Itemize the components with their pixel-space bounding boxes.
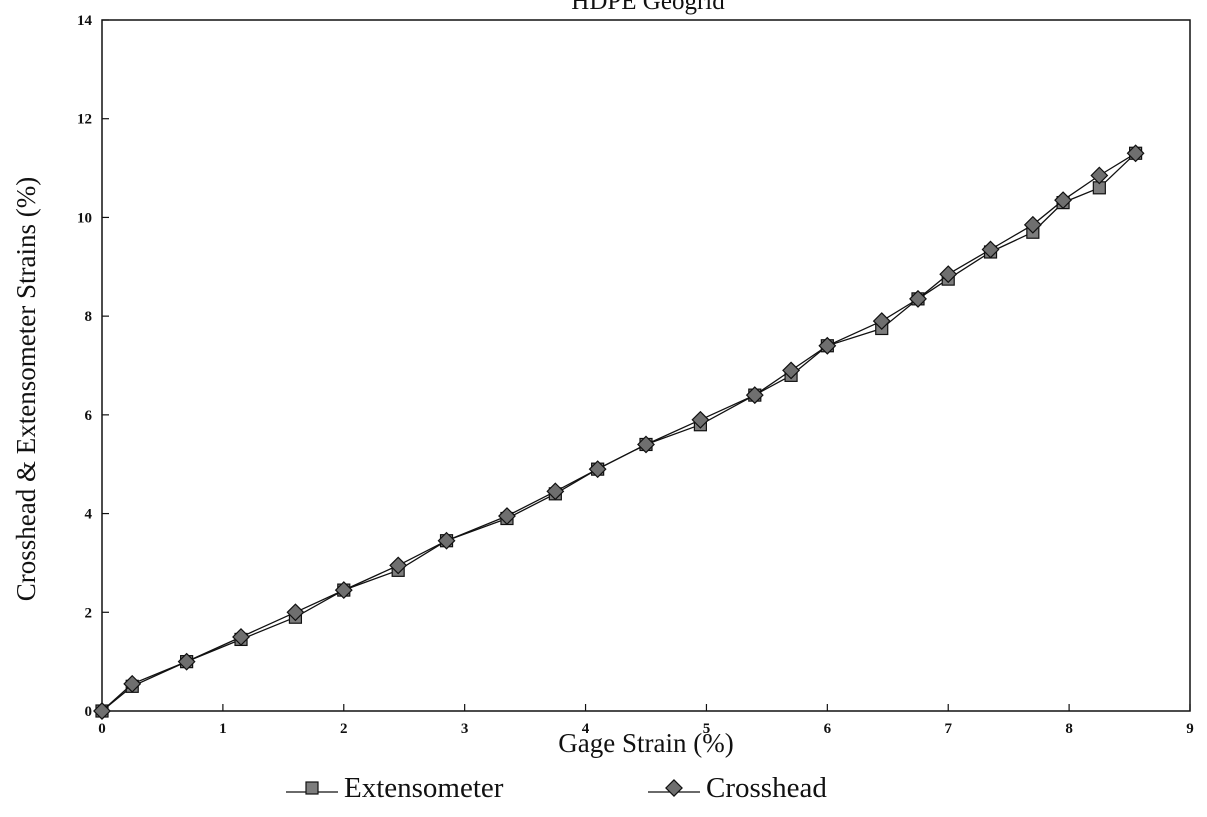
crosshead-point [745, 386, 764, 405]
crosshead-point [437, 531, 456, 550]
crosshead-line [101, 152, 1136, 712]
legend-marker [305, 781, 319, 795]
legend-label: Extensometer [344, 772, 504, 804]
plot-frame [101, 19, 1191, 712]
x-tick-label: 5 [703, 721, 711, 737]
crosshead-point [691, 410, 710, 429]
crosshead-point [177, 652, 196, 671]
y-axis: 0 2 4 6 8 10 12 14 [77, 13, 109, 720]
x-tick-label: 7 [944, 721, 952, 737]
crosshead-point [546, 482, 565, 501]
crosshead-point [1054, 191, 1073, 210]
crosshead-point [1126, 144, 1145, 163]
crosshead-point [939, 265, 958, 284]
y-tick-label: 14 [77, 13, 93, 29]
y-axis-label: Crosshead & Extensometer Strains (%) [11, 177, 41, 601]
x-axis: 0 1 2 3 4 5 6 7 8 9 [98, 704, 1194, 737]
series-layer [93, 144, 1145, 720]
crosshead-point [981, 240, 1000, 259]
crosshead-point [498, 507, 516, 525]
crosshead-point [389, 556, 408, 575]
legend-label: Crosshead [706, 772, 827, 804]
y-tick-label: 10 [77, 210, 92, 226]
series-crosshead [93, 144, 1145, 720]
x-tick-label: 0 [98, 721, 106, 737]
legend-item-crosshead: Crosshead [648, 772, 827, 804]
crosshead-point [1090, 166, 1109, 185]
crosshead-point [588, 460, 607, 479]
crosshead-point [334, 581, 353, 600]
crosshead-point [286, 603, 305, 622]
x-tick-label: 3 [461, 721, 469, 737]
y-tick-label: 8 [85, 309, 93, 325]
crosshead-point [782, 361, 801, 380]
x-tick-label: 9 [1186, 721, 1194, 737]
y-tick-label: 12 [77, 112, 92, 128]
y-tick-label: 6 [85, 408, 93, 424]
crosshead-point [818, 336, 837, 355]
x-tick-label: 8 [1065, 721, 1073, 737]
crosshead-point [123, 674, 142, 693]
extensometer-line [101, 152, 1137, 712]
crosshead-point [872, 312, 891, 331]
x-tick-label: 2 [340, 721, 348, 737]
x-tick-label: 1 [219, 721, 227, 737]
legend-marker [665, 779, 683, 797]
crosshead-point [909, 289, 927, 308]
x-tick-label: 4 [582, 721, 590, 737]
legend: Extensometer Crosshead [286, 772, 827, 804]
y-tick-label: 4 [85, 507, 93, 523]
crosshead-point [232, 628, 250, 646]
crosshead-point [637, 435, 655, 454]
legend-item-extensometer: Extensometer [286, 772, 504, 804]
chart-title: HDPE Geogrid [571, 0, 725, 15]
x-tick-label: 6 [824, 721, 832, 737]
y-tick-label: 0 [85, 704, 93, 720]
y-tick-label: 2 [85, 605, 93, 621]
x-axis-label: Gage Strain (%) [558, 728, 733, 758]
crosshead-point [93, 702, 111, 720]
crosshead-point [1023, 215, 1042, 234]
